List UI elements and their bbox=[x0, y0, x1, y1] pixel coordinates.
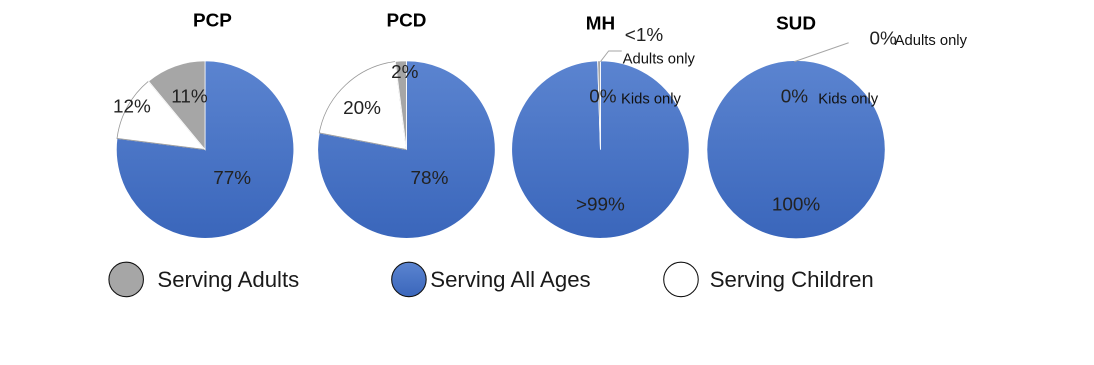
data-label: 0% bbox=[870, 28, 898, 49]
legend-label-serving-adults: Serving Adults bbox=[157, 267, 299, 292]
slice-serving-adults bbox=[394, 60, 407, 150]
legend-swatch-serving-all-ages bbox=[391, 261, 427, 298]
pie-pcp: PCP 77% 12% 11% bbox=[113, 10, 295, 239]
pie-title: MH bbox=[586, 14, 615, 35]
legend: Serving Adults Serving All Ages Serving Ch… bbox=[108, 261, 874, 298]
annotation-label: Adults only bbox=[623, 51, 696, 67]
legend-label-serving-children: Serving Children bbox=[710, 267, 874, 292]
pie-pcd: PCD 78% 20% 2% bbox=[317, 10, 496, 239]
pie-mh: MH >99% <1% Adults only 0% Kids only bbox=[511, 14, 696, 239]
data-label: 100% bbox=[772, 194, 821, 215]
data-label: <1% bbox=[625, 25, 664, 46]
data-label: 78% bbox=[411, 168, 449, 189]
data-label: >99% bbox=[576, 194, 625, 215]
annotation-label: Adults only bbox=[895, 33, 968, 49]
data-label: 11% bbox=[171, 87, 208, 108]
legend-swatch-serving-children bbox=[663, 261, 699, 298]
slice-serving-adults bbox=[147, 60, 206, 151]
slice-serving-all-ages bbox=[707, 60, 885, 239]
data-label: 20% bbox=[343, 98, 381, 119]
pie-title: PCP bbox=[193, 10, 232, 31]
legend-swatch-serving-adults bbox=[108, 261, 144, 298]
data-label: 12% bbox=[113, 97, 151, 118]
slice-serving-children bbox=[116, 80, 207, 151]
legend-label-serving-all-ages: Serving All Ages bbox=[430, 267, 590, 292]
leader-line-sud bbox=[794, 42, 849, 63]
annotation-label: Kids only bbox=[818, 92, 879, 108]
data-label: 0% bbox=[781, 87, 809, 108]
slice-serving-children bbox=[318, 61, 407, 151]
data-label: 0% bbox=[589, 87, 617, 108]
data-label: 77% bbox=[213, 168, 251, 189]
annotation-label: Kids only bbox=[621, 92, 682, 108]
pie-title: SUD bbox=[776, 14, 816, 35]
slice-serving-adults bbox=[597, 60, 601, 150]
pie-charts: PCP 77% 12% 11% PCD 78% 20% 2% MH >99% <1% Adults o… bbox=[108, 10, 968, 298]
pie-title: PCD bbox=[387, 10, 427, 31]
data-label: 2% bbox=[391, 62, 419, 83]
leader-line-mh bbox=[600, 50, 622, 62]
